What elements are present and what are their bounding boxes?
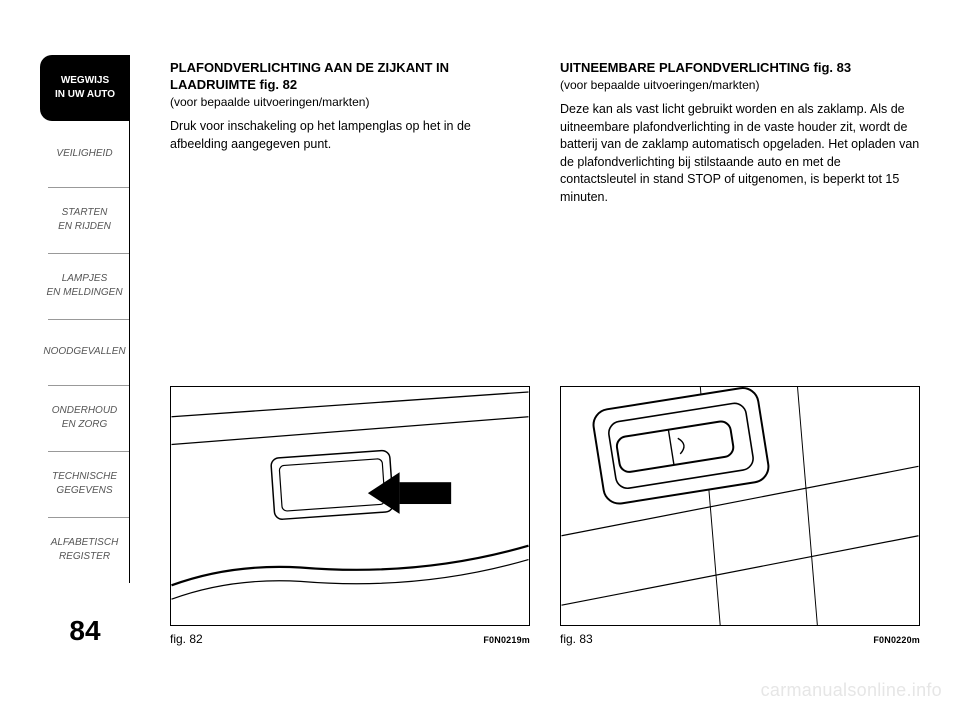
manual-page: WEGWIJS IN UW AUTO VEILIGHEID STARTEN EN… — [0, 0, 960, 709]
section-tabs: WEGWIJS IN UW AUTO VEILIGHEID STARTEN EN… — [40, 55, 130, 583]
left-heading: PLAFONDVERLICHTING AAN DE ZIJKANT IN LAA… — [170, 60, 530, 94]
figure-83-box: fig. 83 F0N0220m — [560, 386, 920, 646]
tab-label-line2: GEGEVENS — [56, 484, 112, 498]
tab-label-line1: NOODGEVALLEN — [43, 345, 125, 359]
figure-82-label: fig. 82 — [170, 632, 203, 646]
tab-alfabetisch[interactable]: ALFABETISCH REGISTER — [40, 517, 130, 583]
right-column: UITNEEMBARE PLAFONDVERLICHTING fig. 83 (… — [560, 60, 920, 206]
figure-82-caption: fig. 82 F0N0219m — [170, 632, 530, 646]
left-column: PLAFONDVERLICHTING AAN DE ZIJKANT IN LAA… — [170, 60, 530, 206]
tab-label-line2: IN UW AUTO — [55, 88, 115, 102]
tab-label-line1: VEILIGHEID — [56, 147, 112, 161]
page-number: 84 — [40, 615, 130, 647]
tab-noodgevallen[interactable]: NOODGEVALLEN — [40, 319, 130, 385]
tab-label-line1: ALFABETISCH — [51, 536, 119, 550]
tab-technische[interactable]: TECHNISCHE GEGEVENS — [40, 451, 130, 517]
tab-label-line2: EN MELDINGEN — [46, 286, 122, 300]
tab-starten[interactable]: STARTEN EN RIJDEN — [40, 187, 130, 253]
figure-83-illustration — [561, 387, 919, 625]
tab-label-line2: REGISTER — [59, 550, 110, 564]
right-subhead: (voor bepaalde uitvoeringen/markten) — [560, 78, 920, 94]
tab-veiligheid[interactable]: VEILIGHEID — [40, 121, 130, 187]
tab-label-line1: LAMPJES — [62, 272, 108, 286]
left-paragraph: Druk voor inschakeling op het lampenglas… — [170, 118, 530, 153]
content-columns: PLAFONDVERLICHTING AAN DE ZIJKANT IN LAA… — [170, 60, 920, 206]
right-heading: UITNEEMBARE PLAFONDVERLICHTING fig. 83 — [560, 60, 920, 77]
tab-wegwijs[interactable]: WEGWIJS IN UW AUTO — [40, 55, 130, 121]
tab-label-line2: EN RIJDEN — [58, 220, 111, 234]
tab-label-line1: STARTEN — [62, 206, 108, 220]
tab-label-line1: WEGWIJS — [61, 74, 109, 88]
figure-83 — [560, 386, 920, 626]
figures-row: fig. 82 F0N0219m — [170, 386, 920, 646]
tab-label-line1: TECHNISCHE — [52, 470, 117, 484]
figure-82-illustration — [171, 387, 529, 625]
left-subhead: (voor bepaalde uitvoeringen/markten) — [170, 95, 530, 111]
figure-83-label: fig. 83 — [560, 632, 593, 646]
tab-onderhoud[interactable]: ONDERHOUD EN ZORG — [40, 385, 130, 451]
tab-label-line2: EN ZORG — [62, 418, 108, 432]
figure-82-code: F0N0219m — [483, 635, 530, 645]
right-paragraph: Deze kan als vast licht gebruikt worden … — [560, 101, 920, 206]
figure-83-code: F0N0220m — [873, 635, 920, 645]
figure-83-caption: fig. 83 F0N0220m — [560, 632, 920, 646]
figure-82 — [170, 386, 530, 626]
tab-label-line1: ONDERHOUD — [52, 404, 118, 418]
figure-82-box: fig. 82 F0N0219m — [170, 386, 530, 646]
watermark-text: carmanualsonline.info — [761, 680, 942, 701]
tab-lampjes[interactable]: LAMPJES EN MELDINGEN — [40, 253, 130, 319]
